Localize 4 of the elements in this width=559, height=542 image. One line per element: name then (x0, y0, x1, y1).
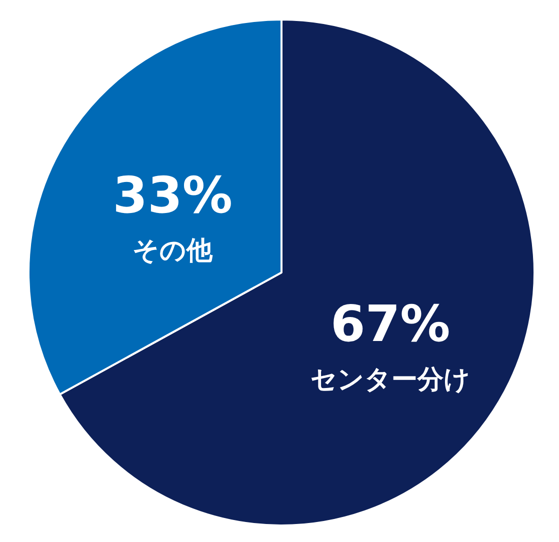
slice-label: その他 (132, 236, 214, 266)
slice-label: センター分け (310, 364, 470, 395)
data-label: 33% (112, 166, 232, 224)
data-label: 67% (330, 295, 450, 354)
